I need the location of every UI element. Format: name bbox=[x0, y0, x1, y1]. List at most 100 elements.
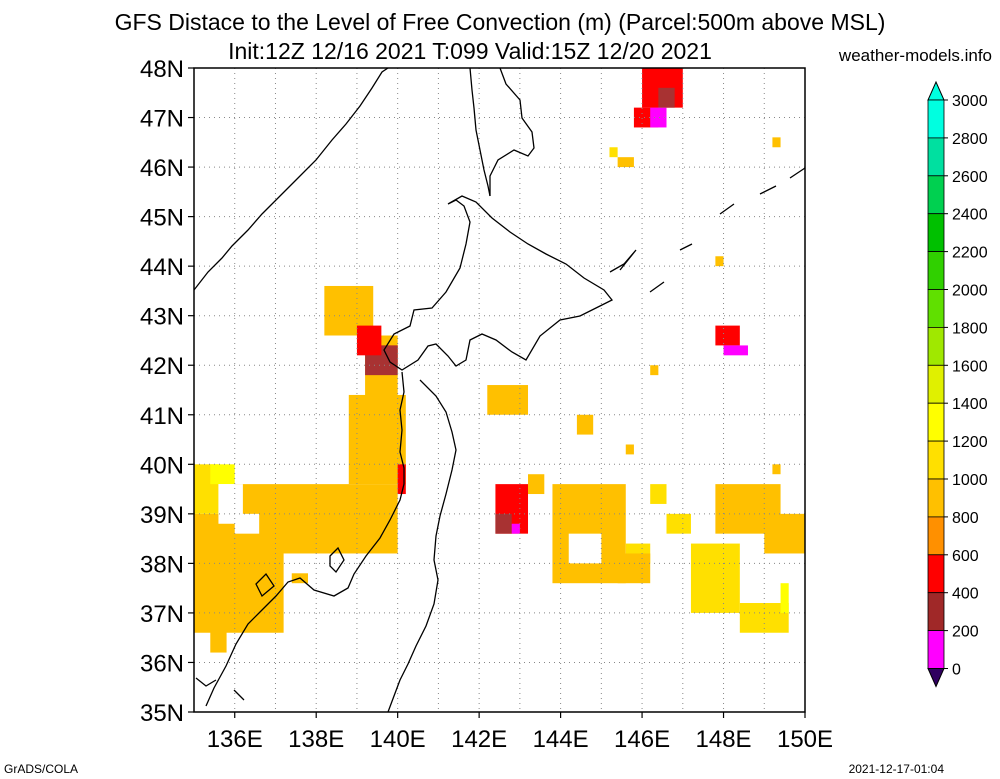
map-frame bbox=[193, 67, 806, 713]
lfc-patch bbox=[764, 513, 805, 554]
lfc-patch bbox=[397, 464, 406, 495]
lfc-patch bbox=[715, 256, 724, 267]
colorbar-swatch bbox=[927, 326, 945, 366]
lfc-patch bbox=[666, 513, 691, 534]
lat-label: 48N bbox=[140, 56, 184, 83]
lfc-patch bbox=[495, 513, 512, 534]
longitude-axis: 136E 138E 140E 142E 144E 146E 148E 150E bbox=[207, 712, 833, 753]
lfc-field-layer bbox=[194, 68, 805, 653]
lfc-patch bbox=[772, 464, 781, 475]
colorbar-label: 600 bbox=[952, 548, 979, 565]
lfc-patch bbox=[625, 444, 634, 455]
coast-sado bbox=[329, 546, 345, 574]
lfc-gap bbox=[568, 533, 602, 564]
lfc-patch bbox=[715, 325, 740, 346]
lon-label: 148E bbox=[696, 726, 752, 753]
coast-sakhalin-west bbox=[469, 68, 491, 197]
coast-honshu-west bbox=[205, 371, 405, 707]
lat-label: 41N bbox=[140, 403, 184, 430]
lat-label: 43N bbox=[140, 304, 184, 331]
lfc-gap bbox=[234, 513, 260, 534]
colorbar-swatch bbox=[927, 99, 945, 139]
lat-label: 47N bbox=[140, 106, 184, 133]
lfc-patch bbox=[487, 385, 529, 415]
lfc-patch bbox=[650, 484, 667, 504]
lfc-patch bbox=[356, 325, 382, 356]
lat-label: 46N bbox=[140, 155, 184, 182]
footer-grads: GrADS/COLA bbox=[4, 762, 79, 776]
lfc-patch bbox=[576, 414, 594, 435]
lfc-patch bbox=[348, 394, 406, 485]
lfc-gap bbox=[308, 563, 341, 594]
colorbar-label: 0 bbox=[952, 662, 961, 679]
colorbar-swatch bbox=[927, 137, 945, 177]
lfc-patch bbox=[617, 553, 651, 584]
colorbar-label: 1800 bbox=[952, 320, 988, 337]
colorbar-swatch bbox=[927, 175, 945, 215]
lon-label: 142E bbox=[451, 726, 507, 753]
colorbar-label: 2800 bbox=[952, 131, 988, 148]
colorbar-label: 2400 bbox=[952, 207, 988, 224]
colorbar-label: 1200 bbox=[952, 434, 988, 451]
colorbar-swatch bbox=[927, 402, 945, 442]
colorbar-swatch bbox=[927, 516, 945, 556]
colorbar-swatch bbox=[927, 251, 945, 290]
lon-label: 150E bbox=[777, 726, 833, 753]
colorbar-swatch bbox=[927, 630, 945, 669]
graticule bbox=[194, 68, 805, 712]
colorbar-label: 200 bbox=[952, 624, 979, 641]
colorbar-swatch bbox=[927, 554, 945, 594]
coast-primorye bbox=[194, 68, 389, 291]
colorbar-label: 400 bbox=[952, 586, 979, 603]
lfc-patch bbox=[511, 523, 520, 534]
coast-hokkaido bbox=[383, 195, 614, 371]
coast-kurils bbox=[609, 167, 805, 293]
colorbar-bottom-arrow bbox=[927, 668, 945, 688]
colorbar-label: 1600 bbox=[952, 358, 988, 375]
lfc-patch bbox=[690, 543, 740, 613]
colorbar-swatch bbox=[927, 289, 945, 328]
colorbar-swatch bbox=[927, 440, 945, 480]
colorbar-swatch bbox=[927, 364, 945, 404]
lfc-patch bbox=[528, 474, 545, 495]
lfc-patch bbox=[772, 137, 781, 148]
lon-label: 146E bbox=[614, 726, 670, 753]
lon-label: 144E bbox=[533, 726, 589, 753]
lat-label: 37N bbox=[140, 601, 184, 628]
lat-label: 40N bbox=[140, 452, 184, 479]
lfc-patch bbox=[650, 107, 667, 128]
colorbar-swatch bbox=[927, 213, 945, 252]
lat-label: 44N bbox=[140, 254, 184, 281]
lon-label: 138E bbox=[288, 726, 344, 753]
lat-label: 45N bbox=[140, 205, 184, 232]
colorbar-label: 3000 bbox=[952, 93, 988, 110]
colorbar-label: 2200 bbox=[952, 245, 988, 262]
lat-label: 36N bbox=[140, 650, 184, 677]
lat-label: 42N bbox=[140, 353, 184, 380]
lfc-patch bbox=[658, 87, 675, 108]
lat-label: 35N bbox=[140, 700, 184, 727]
coast-noto bbox=[255, 572, 275, 598]
lfc-patch bbox=[723, 345, 748, 356]
colorbar-swatch bbox=[927, 592, 945, 632]
lfc-patch bbox=[650, 365, 659, 376]
site-credit: weather-models.info bbox=[838, 46, 992, 65]
colorbar-label: 2000 bbox=[952, 283, 988, 300]
chart-subtitle: Init:12Z 12/16 2021 T:099 Valid:15Z 12/2… bbox=[228, 38, 712, 64]
colorbar-label: 800 bbox=[952, 510, 979, 527]
coast-sakhalin-east bbox=[489, 68, 535, 196]
colorbar-swatch bbox=[927, 478, 945, 518]
colorbar-top-arrow bbox=[927, 80, 945, 101]
colorbar: 3000280026002400220020001800160014001200… bbox=[927, 80, 988, 688]
coast-oki bbox=[195, 677, 245, 701]
latitude-axis: 48N 47N 46N 45N 44N 43N 42N 41N 40N 39N 38N 37N 36N 3… bbox=[140, 56, 194, 727]
lon-label: 136E bbox=[207, 726, 263, 753]
lfc-patch bbox=[609, 147, 618, 158]
footer-timestamp: 2021-12-17-01:04 bbox=[848, 762, 944, 776]
colorbar-label: 2600 bbox=[952, 169, 988, 186]
lfc-patch bbox=[210, 464, 235, 485]
coastline-layer bbox=[194, 68, 805, 712]
chart-title: GFS Distace to the Level of Free Convect… bbox=[114, 9, 886, 35]
lfc-patch bbox=[617, 157, 634, 168]
